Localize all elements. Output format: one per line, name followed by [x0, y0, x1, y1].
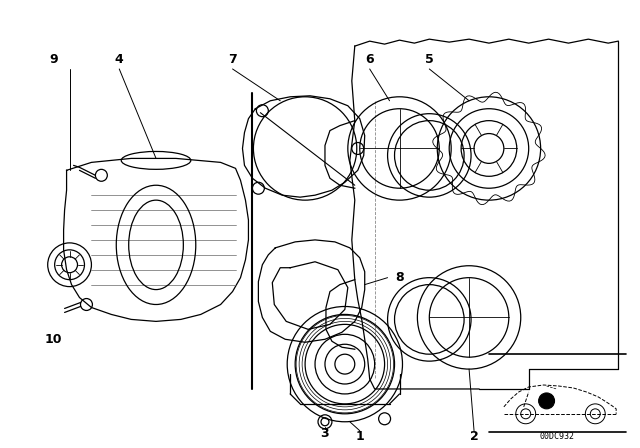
Text: 3: 3 — [321, 427, 330, 440]
Text: 8: 8 — [395, 271, 404, 284]
Text: 9: 9 — [49, 52, 58, 65]
Text: 2: 2 — [470, 430, 479, 443]
Text: 1: 1 — [355, 430, 364, 443]
Text: 00DC932: 00DC932 — [539, 432, 574, 441]
Text: 10: 10 — [45, 333, 63, 346]
Text: 4: 4 — [115, 52, 124, 65]
Text: 7: 7 — [228, 52, 237, 65]
Text: 5: 5 — [425, 52, 434, 65]
Text: 6: 6 — [365, 52, 374, 65]
Circle shape — [539, 393, 554, 409]
